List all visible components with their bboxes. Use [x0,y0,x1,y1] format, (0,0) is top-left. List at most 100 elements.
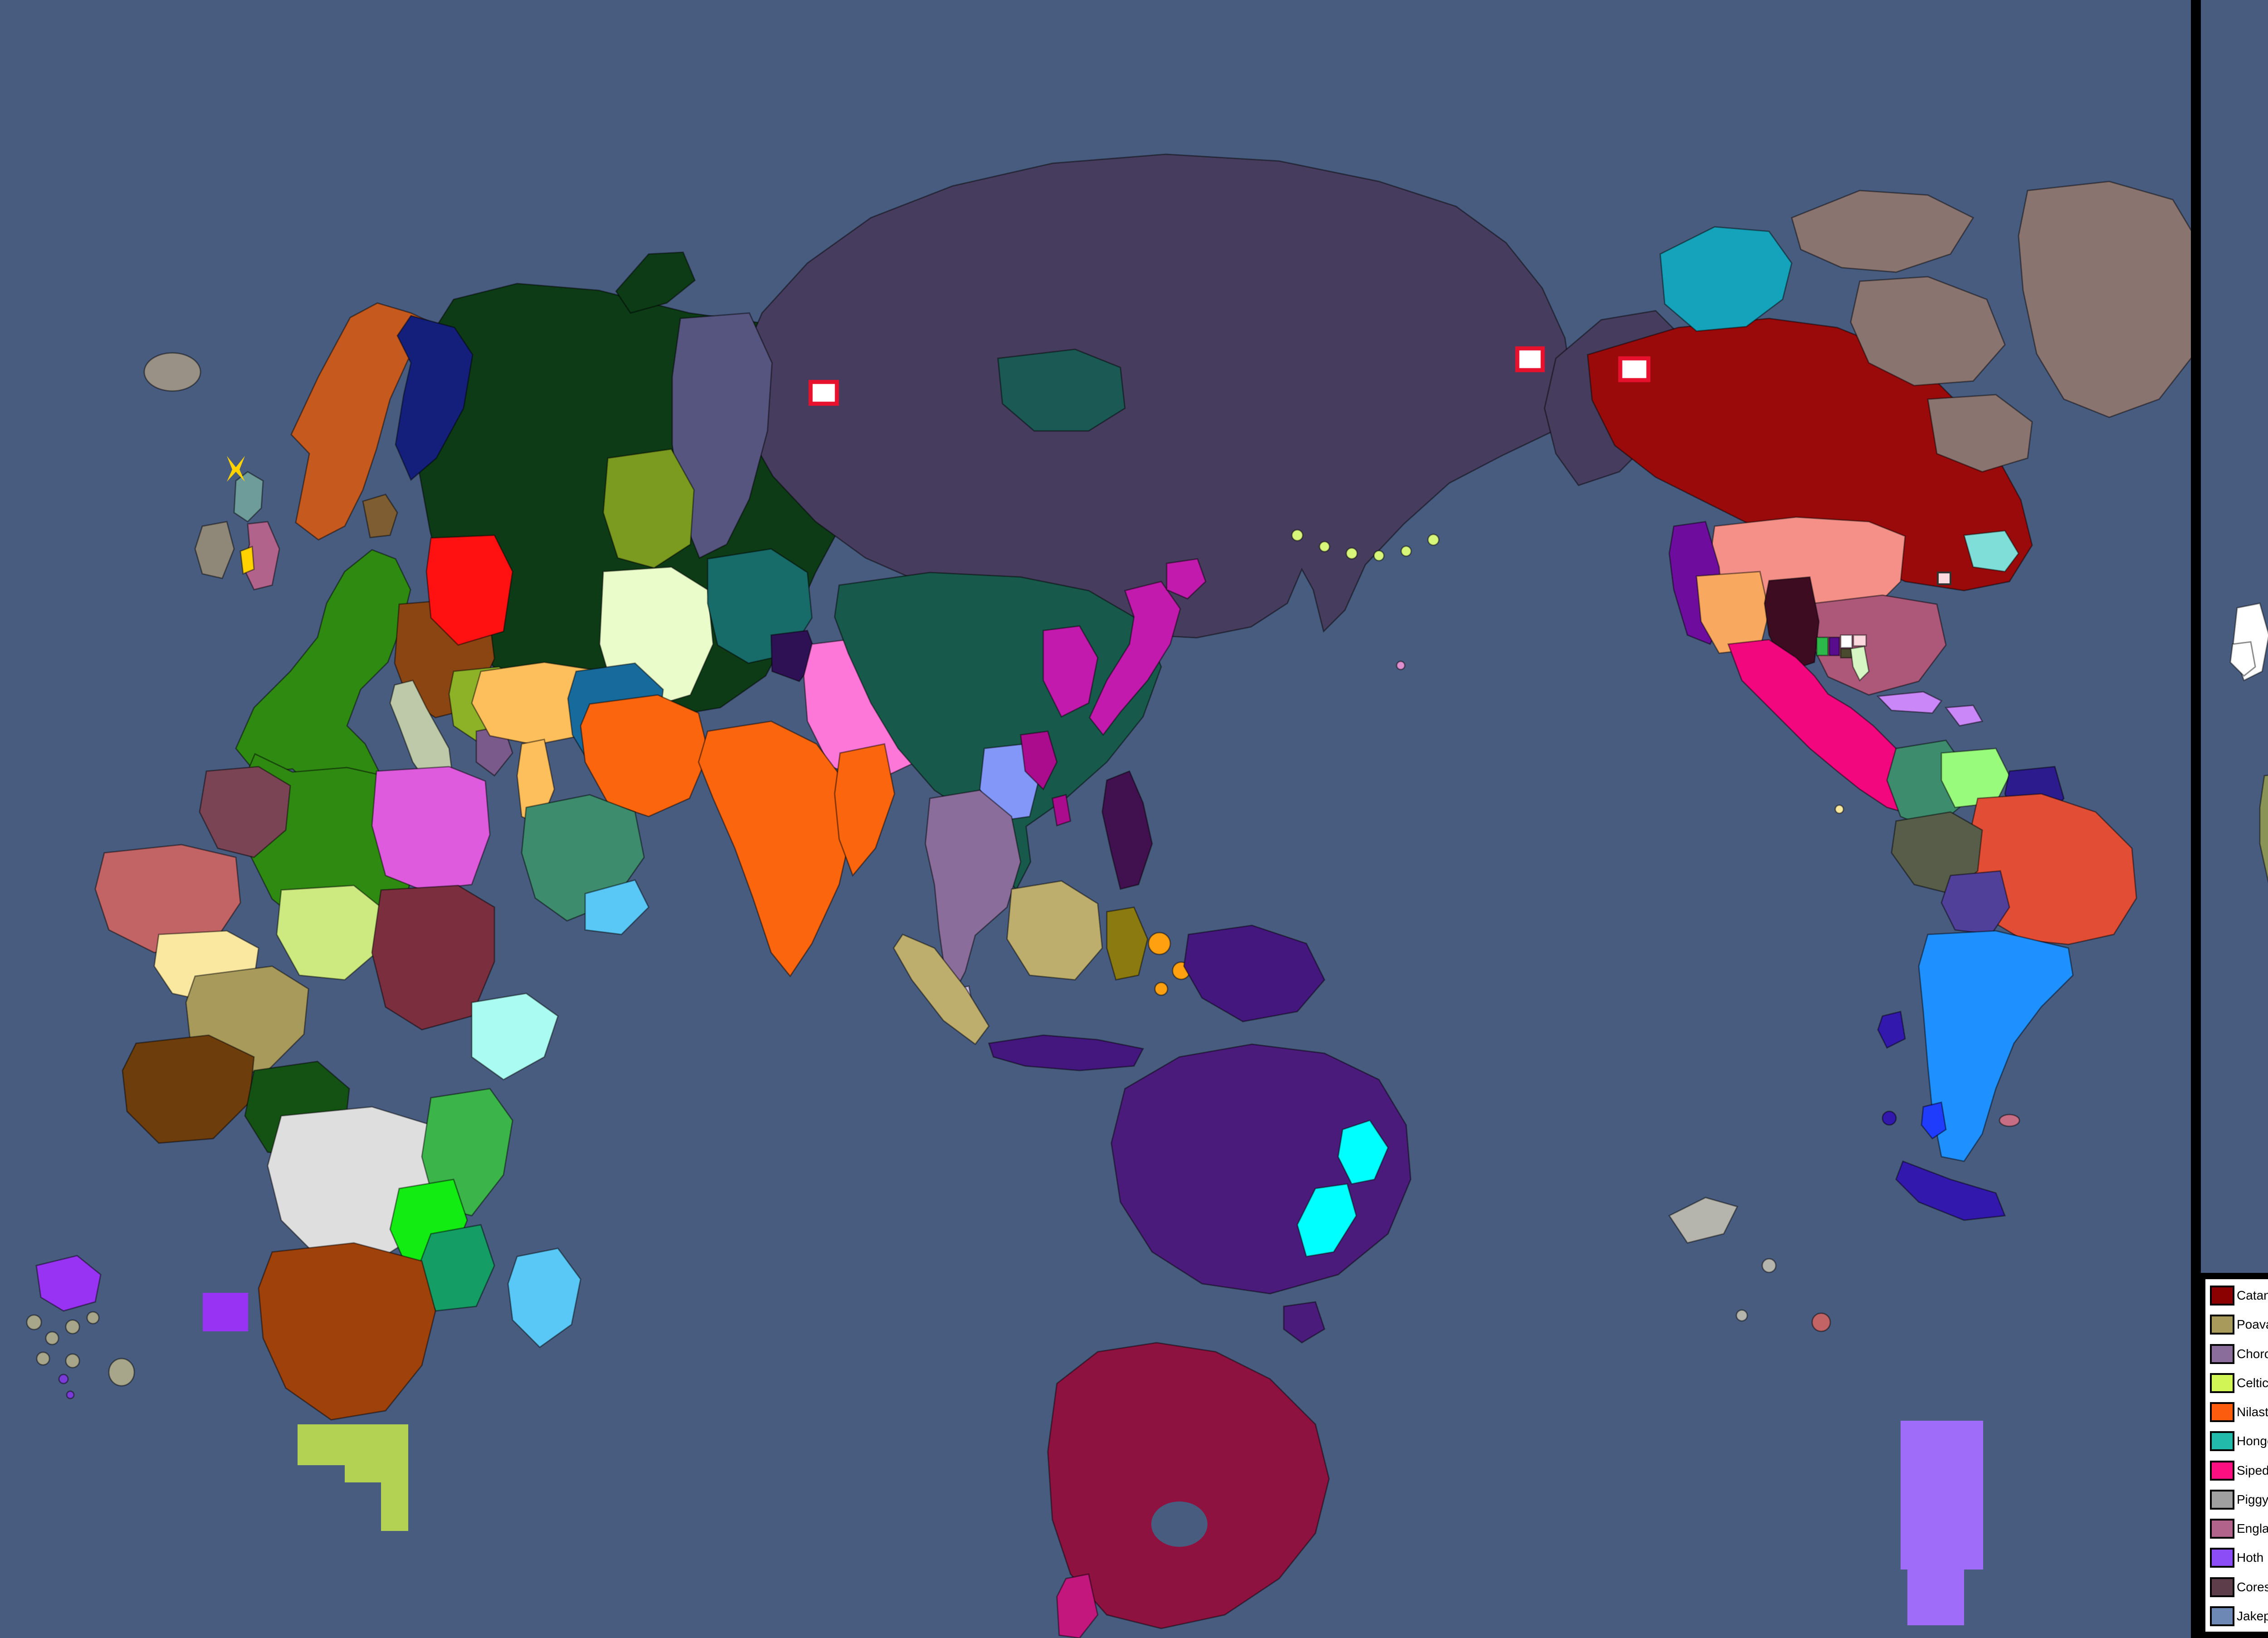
region-urals-slate [671,312,773,559]
region-arctic-3 [1927,394,2033,473]
legend-country-label: Piggy Island [2237,1492,2268,1506]
legend-entry: Corestias [2210,1573,2268,1602]
legend-color-swatch [2210,1460,2234,1481]
region-new-guinea [1183,924,1325,1022]
rp-exclusion-box-siberia [808,380,839,406]
world-map-panel [26,153,2195,1638]
region-violet-bit-2 [66,1390,75,1399]
region-gulf-state-1 [1816,636,1829,656]
legend-entry: Hongerswak [2210,1427,2268,1456]
legend-color-swatch [2210,1315,2234,1335]
region-hocesia-1 [1877,1011,1906,1049]
region-hoth-blob [35,1255,102,1312]
legend-entry: Poavak [2210,1310,2268,1339]
region-novaya-zemlya [615,251,696,314]
region-persia [580,694,709,817]
legend-country-label: Choros [2237,1346,2268,1361]
legend-color-swatch [2210,1489,2234,1510]
region-nz-north [1337,1120,1389,1185]
region-tasmania [1283,1301,1325,1344]
region-ny-box [1937,572,1951,585]
region-hocesia-3 [1895,1160,2006,1221]
legend-country-label: Hongerswak [2237,1434,2268,1448]
region-west-europe [235,549,411,802]
region-horn [471,993,559,1081]
region-nz-south [1296,1183,1357,1257]
region-java [988,1034,1144,1071]
legend-country-label: Corestias [2237,1579,2268,1594]
region-hokkaido [1166,558,1207,600]
legend-entry: England [2210,1514,2268,1543]
legend-entry: Piggy Island [2210,1485,2268,1514]
legend-country-label: Celtic [2237,1375,2268,1390]
region-greenland [2018,181,2195,418]
map-divider [2191,0,2201,1638]
region-west-africa [122,1034,255,1144]
region-sulawesi [1106,906,1149,981]
region-us-south [1809,594,1947,696]
region-fiji-gray-1 [1668,1197,1739,1244]
region-minguo-patch [1020,730,1058,791]
region-wales [240,545,255,575]
secondary-map-panel [2201,0,2268,1638]
region-sumatra [893,934,990,1046]
legend-color-swatch [2210,1577,2234,1597]
legend-entry: Choros [2210,1340,2268,1369]
legend-entry: Catania [2210,1281,2268,1310]
legend-country-label: Catania [2237,1288,2268,1303]
region-antarctica-tip [1056,1573,1099,1638]
region-gulf-state-3 [1840,634,1853,649]
legend-color-swatch [2210,1373,2234,1393]
region-afaria-claim [1901,1421,1983,1625]
region-coruscant-claim [298,1424,408,1531]
legend-country-label: Poavak [2237,1317,2268,1332]
region-fiji-gray-2 [1761,1258,1777,1273]
legend-color-swatch [2210,1286,2234,1306]
region-philippines [1101,770,1153,890]
legend-country-label: Sipedro [2237,1463,2268,1477]
rp-exclusion-box-chukotka [1515,346,1545,372]
region-finland [395,315,474,481]
secondary-map-svg [2229,602,2268,884]
region-taiwan [1051,794,1071,826]
legend-entry: Hoth [2210,1543,2268,1572]
region-argentina [1918,930,2074,1162]
region-madagascar [507,1247,582,1348]
region-poland [425,534,513,646]
legend-color-swatch [2210,1402,2234,1423]
region-galapagos [1834,804,1844,814]
region-scotland [233,471,264,523]
region-white-top-small [2229,641,2256,677]
region-urals-olive [602,448,695,569]
region-indochina [924,789,1022,991]
region-antarctica [1047,1342,1330,1629]
legend-entry: Jakeprolandia [2210,1602,2268,1631]
legend-country-label: Jakeprolandia [2237,1609,2268,1623]
region-skye-enclave [1921,1101,1947,1140]
region-arctic-1 [1791,190,1975,273]
region-india [698,720,854,978]
region-arctic-2 [1850,276,2006,386]
region-mongolia [997,348,1126,432]
legend-grid: Catania Poavak Choros Celtic Nilastan Hongers… [2210,1281,2268,1631]
legend-color-swatch [2210,1344,2234,1364]
world-map-svg [26,153,2195,1638]
legend-entry: Celtic [2210,1369,2268,1398]
region-nwt-cyan [1659,226,1793,332]
region-yemen [584,879,650,935]
region-fiji-gray-3 [1735,1309,1748,1322]
legend-country-label: England [2237,1521,2268,1536]
region-borneo [1006,880,1103,981]
legend-color-swatch [2210,1548,2234,1568]
region-maluku-3 [1154,982,1168,996]
legend-entry: Nilastan [2210,1398,2268,1427]
region-ireland [194,521,235,579]
region-falklands [1999,1114,2020,1127]
region-burma [834,743,895,877]
region-japan [1089,581,1181,736]
region-korea [1042,625,1099,718]
region-south-africa [258,1242,436,1421]
region-ellaria-island [1811,1312,1831,1332]
region-siberia [734,153,1573,639]
